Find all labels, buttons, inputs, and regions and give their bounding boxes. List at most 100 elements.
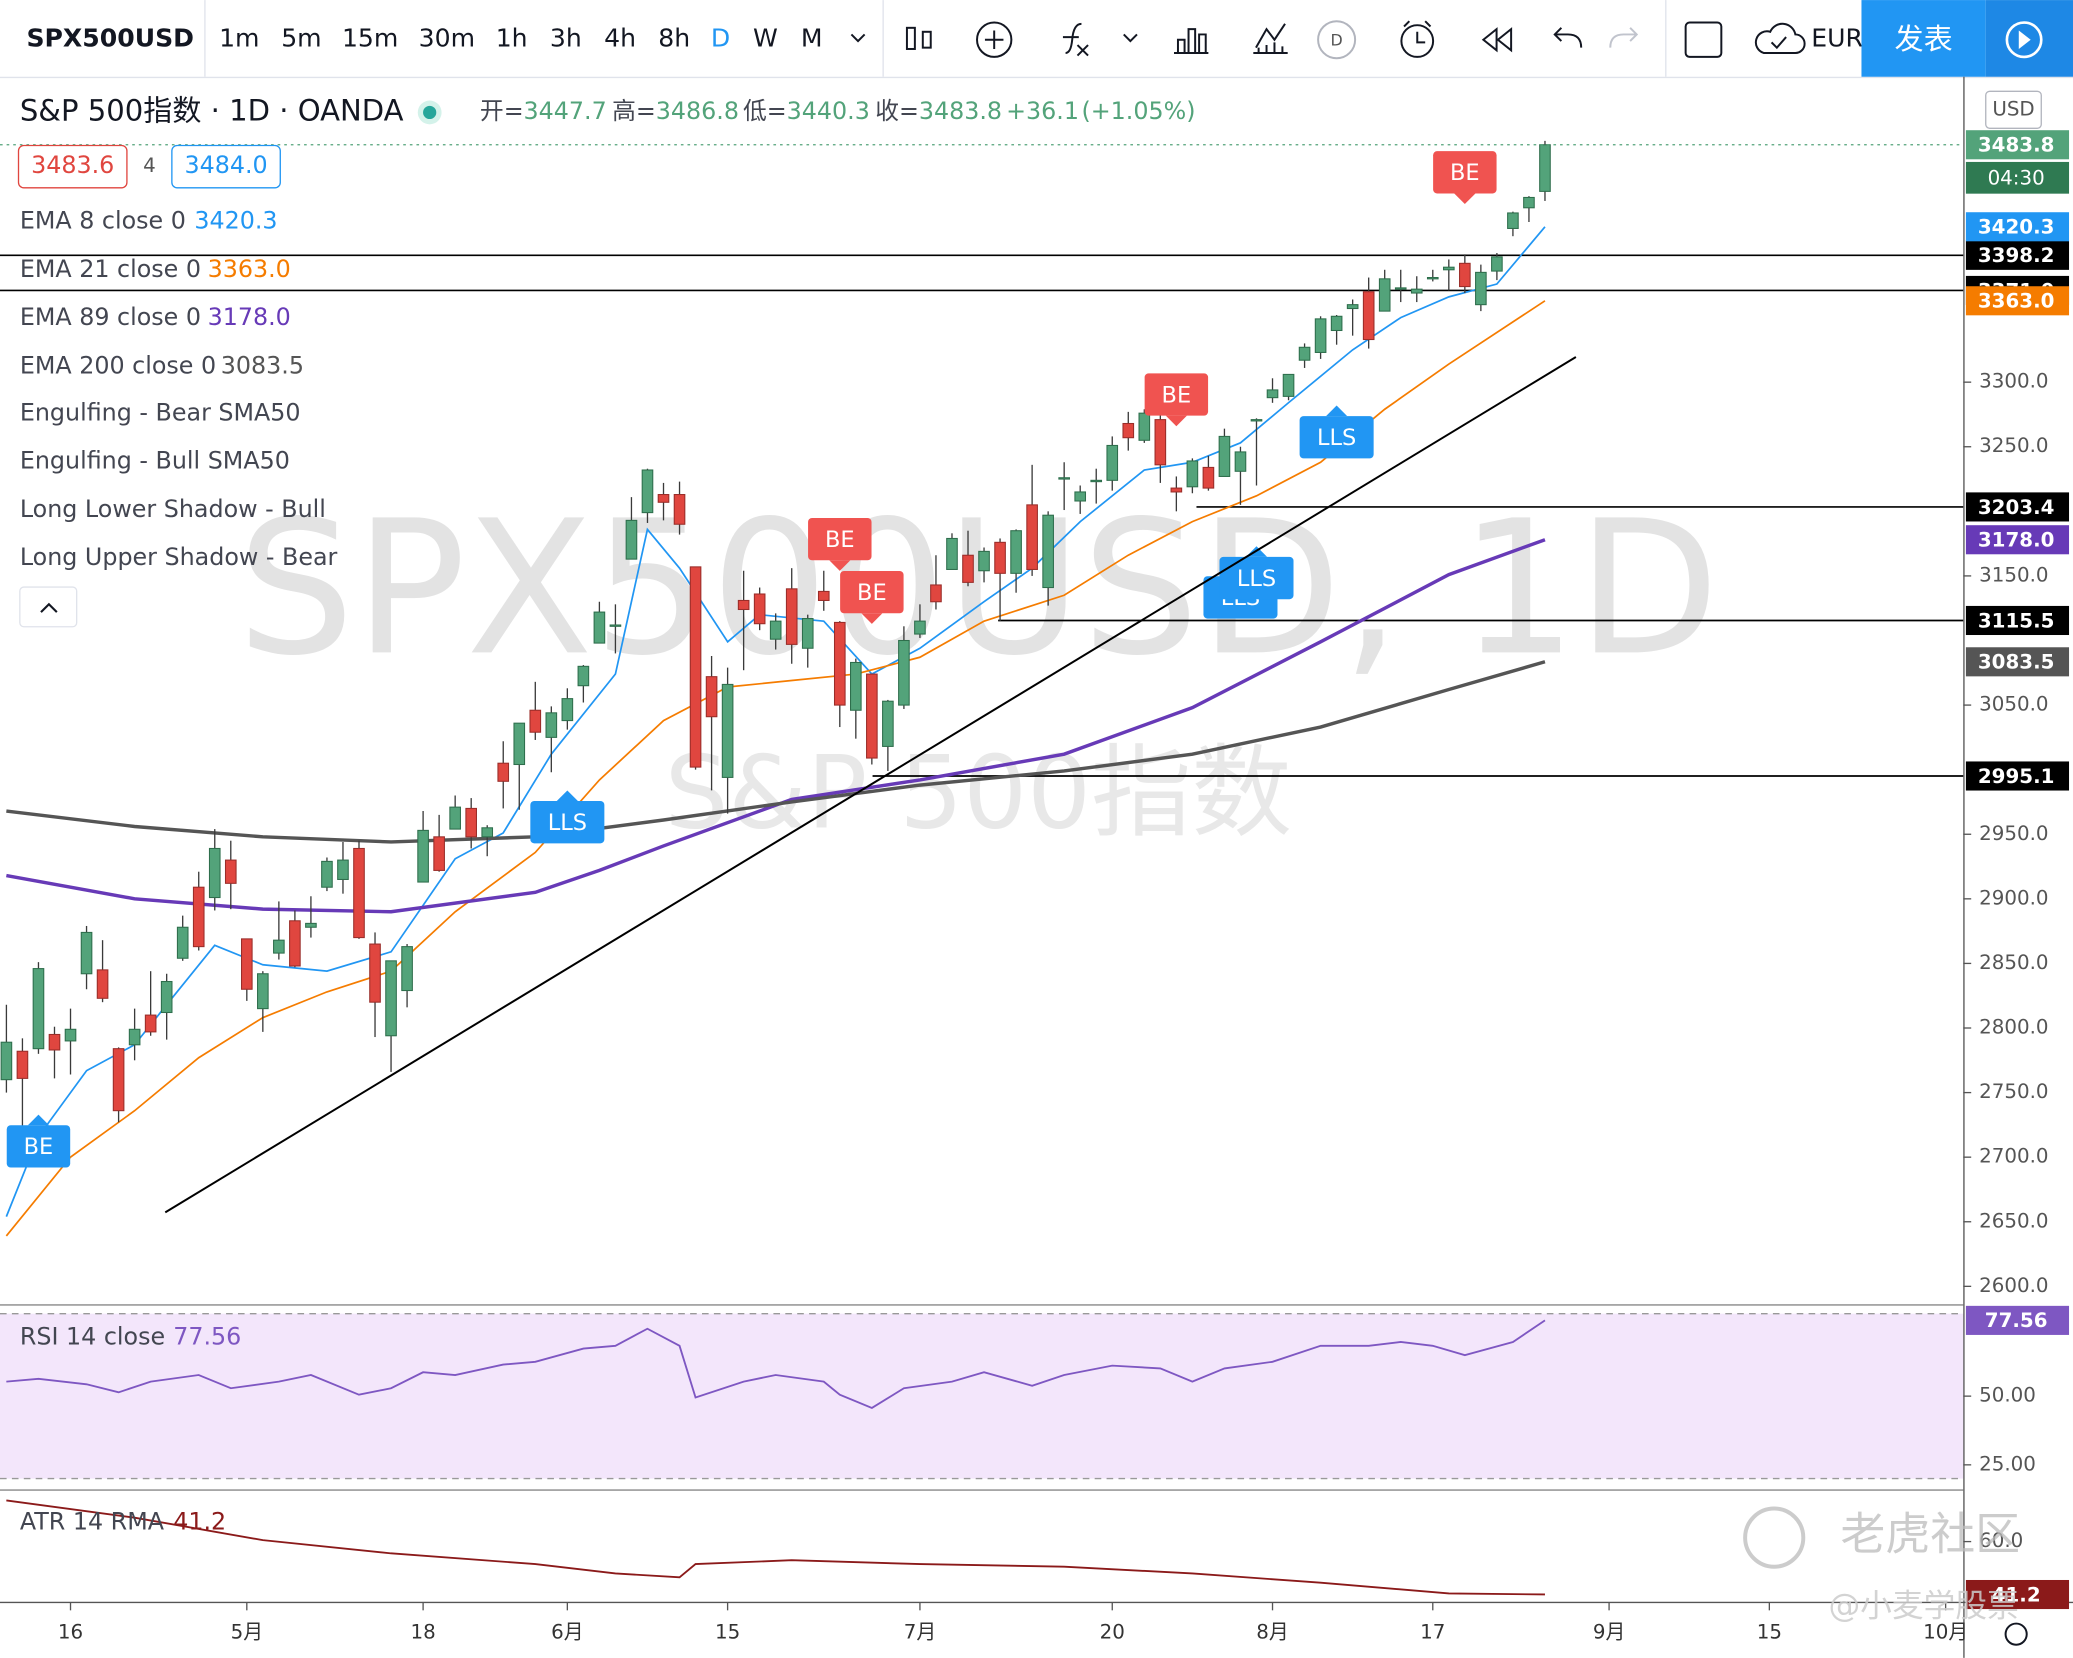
- candle-body: [273, 939, 285, 954]
- candle-body: [577, 665, 590, 687]
- y-tick-label: 3150.0: [1979, 563, 2048, 586]
- indicator-name: ATR 14 RMA: [20, 1508, 165, 1536]
- play-triangle: [2018, 30, 2031, 49]
- replay-badge[interactable]: [1317, 20, 1357, 60]
- candle-body: [1410, 288, 1423, 294]
- settings-icon[interactable]: [2004, 1622, 2028, 1646]
- candle-body: [1122, 422, 1135, 439]
- currency[interactable]: EUR: [1811, 24, 1863, 53]
- play-button[interactable]: [1985, 0, 2073, 77]
- candle-body: [529, 709, 542, 733]
- interval[interactable]: 1h: [496, 24, 528, 53]
- signal-pointer: [1454, 193, 1476, 205]
- add-icon[interactable]: [976, 21, 1013, 58]
- indicators-icon[interactable]: [1062, 22, 1089, 57]
- y-tick-label: 25.00: [1979, 1452, 2036, 1475]
- candle-body: [112, 1048, 125, 1112]
- candle-body: [1362, 291, 1375, 341]
- interval[interactable]: 3h: [550, 24, 582, 53]
- currency-box[interactable]: [1985, 90, 2042, 129]
- ask-box[interactable]: [171, 144, 281, 189]
- ohlc-value: 3486.8: [656, 97, 739, 125]
- interval[interactable]: 4h: [604, 24, 636, 53]
- interval[interactable]: 15m: [342, 24, 398, 53]
- interval[interactable]: M: [801, 24, 823, 53]
- ask: 3484.0: [184, 151, 267, 179]
- bid-box[interactable]: [17, 144, 128, 189]
- signal-label: BE: [1162, 382, 1192, 408]
- candle-body: [257, 973, 269, 1010]
- level-label-bg: [1965, 492, 2070, 522]
- add-icon-cross: [984, 30, 1004, 49]
- alert-icon[interactable]: [1400, 24, 1435, 58]
- ema-name: EMA 89 close 0: [20, 303, 201, 331]
- candle-body: [1459, 262, 1471, 288]
- signal-box: [840, 570, 904, 614]
- signal-box: [1299, 416, 1374, 459]
- fullscreen-icon[interactable]: [1684, 21, 1723, 58]
- ema-value: 3363.0: [208, 255, 291, 283]
- interval[interactable]: 30m: [419, 24, 475, 53]
- collapse-button[interactable]: [19, 586, 78, 628]
- indicator-legend: Engulfing - Bear SMA50 Engulfing - Bull S…: [20, 398, 338, 571]
- signal: BE: [840, 570, 904, 624]
- candle-body: [1138, 412, 1151, 441]
- y-tick-label: 2800.0: [1979, 1016, 2048, 1039]
- play-circle: [2005, 21, 2043, 59]
- symbol[interactable]: SPX500USD: [26, 24, 194, 53]
- spread: 4: [143, 154, 156, 177]
- interval[interactable]: D: [711, 24, 730, 53]
- level-label-bg: [1965, 761, 2070, 791]
- y-tick-label: 3250.0: [1979, 434, 2048, 457]
- chart-type-icon[interactable]: [905, 26, 916, 50]
- y-tick-label: 2700.0: [1979, 1145, 2048, 1168]
- candle-body: [1330, 315, 1343, 332]
- signal: BE: [6, 1114, 71, 1168]
- candle-body: [240, 938, 253, 990]
- candle-body: [465, 807, 478, 838]
- ema-label-bg: [1965, 286, 2070, 316]
- compare-icon[interactable]: [1253, 23, 1288, 54]
- cloud-icon[interactable]: [1754, 22, 1806, 54]
- indicator-line: [6, 1319, 1546, 1409]
- interval[interactable]: 8h: [658, 24, 690, 53]
- candle-body: [176, 926, 189, 959]
- candle-body: [449, 806, 461, 830]
- candle-body: [1074, 491, 1087, 502]
- gear: [2004, 1622, 2028, 1646]
- candle-body: [1346, 304, 1359, 310]
- candle-body: [1042, 514, 1054, 589]
- candle-body: [305, 922, 317, 928]
- y-tick-label: 2750.0: [1979, 1080, 2048, 1103]
- candle-body: [337, 859, 349, 880]
- interval[interactable]: W: [753, 24, 778, 53]
- ema-label: 3363.0: [1978, 290, 2055, 313]
- candle-body: [321, 860, 333, 888]
- trend-line: [164, 356, 1577, 1214]
- indicator-value-label: 41.2: [1992, 1583, 2041, 1606]
- y-tick-label: 2650.0: [1979, 1209, 2048, 1232]
- signal-pointer: [27, 1114, 50, 1126]
- signal-box: [1433, 151, 1497, 194]
- bars-icon[interactable]: [1173, 28, 1209, 54]
- price-axis: 3300.0 3250.0 3150.0 3050.0 2950.0 2900.0 2850…: [1963, 130, 2070, 1610]
- interval[interactable]: 5m: [281, 24, 321, 53]
- candle-body: [1234, 451, 1247, 472]
- candle-body: [1475, 271, 1487, 306]
- y-tick-label: 50.00: [1979, 1384, 2036, 1407]
- candle-body: [1218, 435, 1231, 477]
- candle-body: [1426, 277, 1439, 280]
- replay-icon[interactable]: [1481, 27, 1513, 53]
- candle-body: [1202, 466, 1215, 489]
- chart-type-icon-2: [921, 30, 932, 49]
- indicators-menu[interactable]: [1123, 33, 1138, 43]
- publish-button[interactable]: [1861, 0, 1986, 77]
- interval[interactable]: 1m: [219, 24, 259, 53]
- undo-icon[interactable]: [1553, 27, 1583, 48]
- ema-label: 3178.0: [1978, 529, 2055, 552]
- interval-menu[interactable]: [850, 33, 866, 43]
- toolbar: SPX500USD 1m 5m 15m 30m 1h 3h 4h 8h D W M D EUR 发表: [0, 0, 2073, 79]
- redo-icon: [1609, 27, 1639, 48]
- ema-line: [6, 660, 1546, 844]
